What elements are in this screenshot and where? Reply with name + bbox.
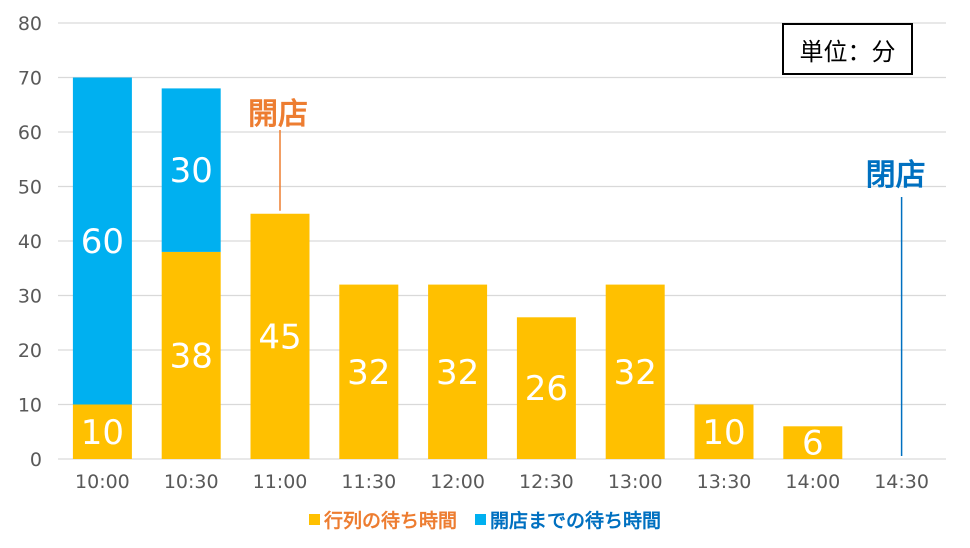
data-label: 10 xyxy=(702,413,745,453)
data-label: 32 xyxy=(614,353,657,393)
open-annotation: 開店 xyxy=(248,97,308,132)
bar-segment xyxy=(72,77,132,405)
data-label: 38 xyxy=(170,336,213,376)
annotation-lines xyxy=(279,130,903,456)
x-tick-label: 12:30 xyxy=(519,471,574,493)
x-tick-label: 13:30 xyxy=(697,471,752,493)
data-label: 30 xyxy=(170,151,213,191)
data-label: 32 xyxy=(436,353,479,393)
bar-segment xyxy=(72,404,132,459)
y-tick-label: 50 xyxy=(18,177,42,199)
bar-segment xyxy=(161,88,221,252)
data-label: 60 xyxy=(81,222,124,262)
bar-segment xyxy=(605,284,665,459)
bars: 10 60 38 30 45 32 32 26 32 10 6 xyxy=(72,77,843,464)
legend-item-queue: 行列の待ち時間 xyxy=(308,506,457,533)
data-label: 10 xyxy=(81,413,124,453)
x-tick-label: 10:00 xyxy=(75,471,130,493)
y-tick-label: 10 xyxy=(18,395,42,417)
x-tick-label: 12:00 xyxy=(430,471,485,493)
x-tick-label: 13:00 xyxy=(608,471,663,493)
data-label: 45 xyxy=(258,317,301,357)
y-tick-label: 70 xyxy=(18,68,42,90)
bar-segment xyxy=(339,284,399,459)
x-tick-label: 14:00 xyxy=(785,471,840,493)
legend-swatch-preopen xyxy=(475,514,486,525)
y-tick-label: 0 xyxy=(30,449,42,471)
bar-segment xyxy=(250,213,310,459)
bar-segment xyxy=(783,426,843,459)
legend-label-preopen: 開店までの待ち時間 xyxy=(490,510,662,532)
y-axis-ticks: 0 10 20 30 40 50 60 70 80 xyxy=(18,13,42,471)
close-annotation: 閉店 xyxy=(865,158,926,193)
data-label: 32 xyxy=(347,353,390,393)
legend-item-preopen: 開店までの待ち時間 xyxy=(475,506,661,533)
bar-segment xyxy=(516,317,576,459)
legend: 行列の待ち時間 開店までの待ち時間 xyxy=(0,506,970,533)
legend-label-queue: 行列の待ち時間 xyxy=(323,510,457,532)
legend-swatch-queue xyxy=(308,514,320,525)
data-label: 6 xyxy=(802,424,824,464)
bar-segment xyxy=(694,404,754,459)
y-tick-label: 30 xyxy=(18,286,42,308)
y-tick-label: 60 xyxy=(18,122,42,144)
y-tick-label: 40 xyxy=(18,231,42,253)
y-tick-label: 20 xyxy=(18,340,42,362)
bar-segment xyxy=(428,284,488,459)
data-label: 26 xyxy=(525,369,568,409)
x-tick-label: 11:30 xyxy=(341,471,396,493)
x-tick-label: 10:30 xyxy=(164,471,219,493)
y-tick-label: 80 xyxy=(18,13,42,35)
unit-label: 単位：分 xyxy=(782,23,913,75)
bar-segment xyxy=(161,251,221,459)
x-tick-label: 14:30 xyxy=(874,471,929,493)
x-axis-ticks: 10:00 10:30 11:00 11:30 12:00 12:30 13:00 13:30… xyxy=(75,471,929,493)
x-tick-label: 11:00 xyxy=(253,471,308,493)
